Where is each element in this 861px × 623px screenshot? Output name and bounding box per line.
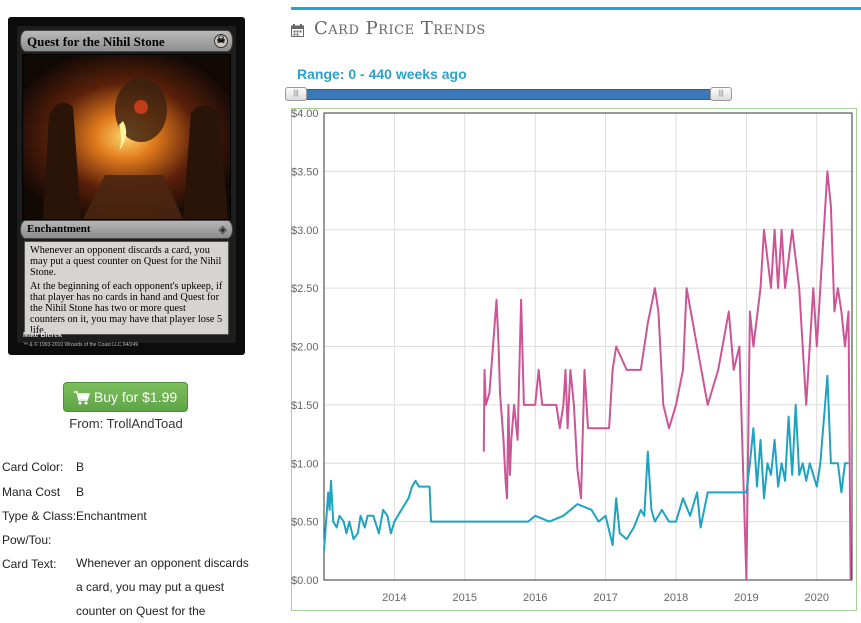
x-tick-label: 2018 [664, 592, 688, 604]
card-copyright: ™ & © 1993-2010 Wizards of the Coast LLC… [23, 342, 139, 348]
cart-icon [73, 391, 90, 405]
card-rules-text: Whenever an opponent discards a card, yo… [24, 241, 229, 336]
card-name: Quest for the Nihil Stone [27, 34, 165, 49]
range-label: Range: 0 - 440 weeks ago [297, 66, 467, 82]
price-chart: $0.00 $0.50 $1.00 $1.50 $2.00 $2.50 $3.00 $3.50… [291, 108, 853, 604]
detail-label: Card Color: [2, 460, 64, 474]
buy-button[interactable]: Buy for $1.99 [63, 382, 188, 412]
set-symbol-icon: ◈ [218, 224, 227, 236]
card-type-line: Enchantment [27, 223, 91, 235]
seller-label: From: TrollAndToad [69, 416, 183, 431]
x-tick-label: 2015 [453, 592, 477, 604]
y-tick-label: $1.50 [291, 400, 319, 412]
card-art [22, 54, 231, 220]
card-artist: Mike Bierek [23, 332, 62, 339]
card-title-bar: Quest for the Nihil Stone ☠ [20, 30, 233, 52]
rules-paragraph: Whenever an opponent discards a card, yo… [30, 245, 222, 278]
y-tick-label: $0.50 [291, 517, 319, 529]
range-slider-min-handle[interactable]: ||| [285, 87, 307, 101]
y-tick-label: $2.00 [291, 342, 319, 354]
card-type-bar: Enchantment ◈ [20, 220, 233, 239]
range-slider[interactable]: ||| ||| [285, 87, 732, 101]
series-line-0 [482, 170, 852, 581]
buy-button-label: Buy for $1.99 [93, 389, 178, 405]
skull-mana-icon: ☠ [214, 34, 228, 48]
chart-frame [291, 108, 857, 611]
detail-value: B [76, 485, 85, 499]
detail-value: Whenever an opponent discards a card, yo… [76, 556, 249, 618]
detail-label: Card Text: [2, 557, 57, 571]
chart-heading: Card Price Trends [314, 18, 486, 39]
detail-label: Pow/Tou: [2, 533, 52, 547]
range-slider-max-handle[interactable]: ||| [710, 87, 732, 101]
x-tick-label: 2014 [382, 592, 406, 604]
card-frame: Quest for the Nihil Stone ☠ [17, 26, 236, 343]
rules-paragraph: At the beginning of each opponent's upke… [30, 281, 223, 336]
range-slider-track[interactable] [295, 89, 722, 100]
detail-value: B [76, 460, 85, 474]
y-tick-label: $1.00 [291, 458, 319, 470]
x-tick-label: 2019 [734, 592, 758, 604]
x-tick-label: 2016 [523, 592, 547, 604]
x-tick-label: 2017 [593, 592, 617, 604]
detail-label: Mana Cost [2, 485, 61, 499]
y-tick-label: $2.50 [291, 283, 319, 295]
y-tick-label: $4.00 [291, 108, 319, 120]
calendar-icon [291, 24, 304, 37]
series-line-1 [323, 374, 849, 551]
plot-border [323, 112, 853, 581]
x-tick-label: 2020 [805, 592, 829, 604]
detail-value: Enchantment [76, 509, 147, 523]
y-tick-label: $3.50 [291, 166, 319, 178]
section-divider [291, 7, 861, 10]
card-image: Quest for the Nihil Stone ☠ [8, 17, 245, 355]
y-tick-label: $0.00 [291, 575, 319, 587]
detail-label: Type & Class: [2, 509, 77, 523]
y-tick-label: $3.00 [291, 225, 319, 237]
